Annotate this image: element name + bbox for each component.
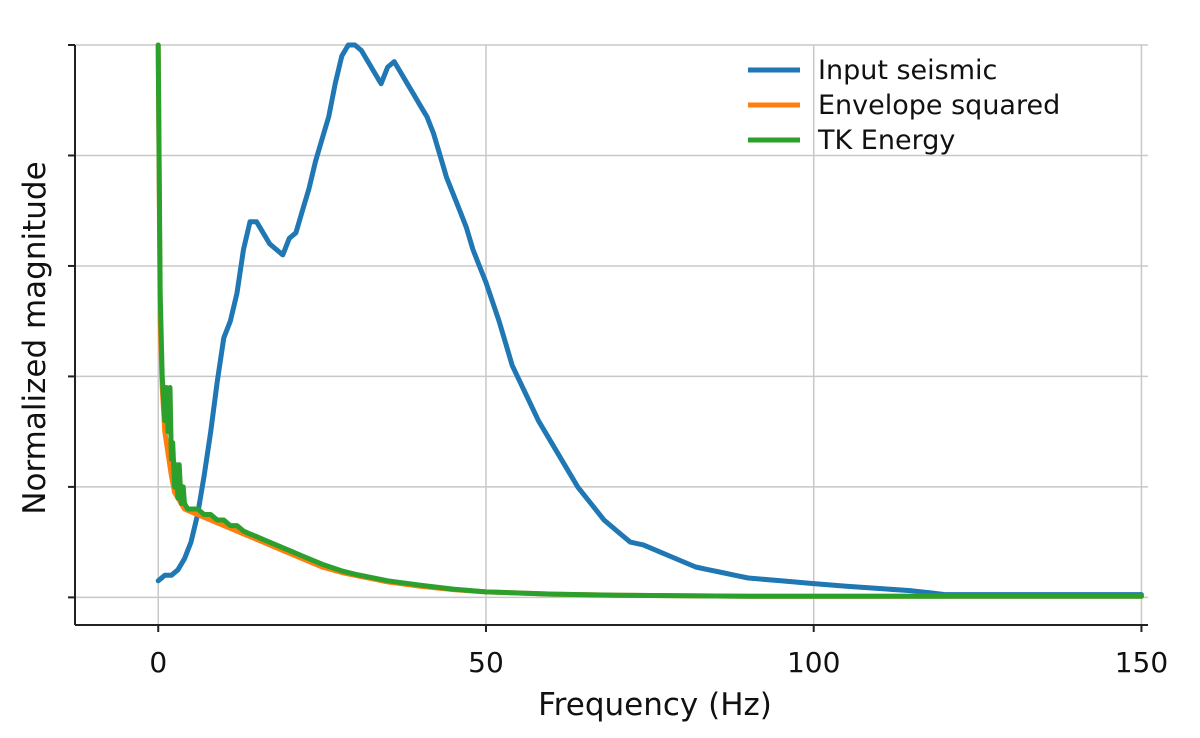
series-line-input-seismic (155, 42, 1144, 598)
y-ticks (68, 44, 75, 599)
x-ticks: 0 50 100 150 (149, 625, 1168, 679)
axes (74, 45, 1148, 626)
legend-label-envelope-squared: Envelope squared (818, 90, 1060, 121)
x-tick-label: 0 (149, 646, 167, 679)
x-axis-title: Frequency (Hz) (538, 687, 772, 723)
legend-label-tk-energy: TK Energy (817, 125, 955, 156)
series-line-tk-energy (155, 42, 1144, 599)
x-tick-label: 150 (1115, 646, 1168, 679)
grid (75, 44, 1148, 625)
y-axis-title: Normalized magnitude (17, 161, 53, 514)
legend-label-input-seismic: Input seismic (818, 55, 997, 86)
x-tick-label: 100 (787, 646, 840, 679)
x-tick-label: 50 (468, 646, 504, 679)
series-layer (155, 42, 1144, 599)
legend: Input seismic Envelope squared TK Energy (748, 55, 1060, 156)
series-line-envelope-squared (155, 42, 1144, 599)
